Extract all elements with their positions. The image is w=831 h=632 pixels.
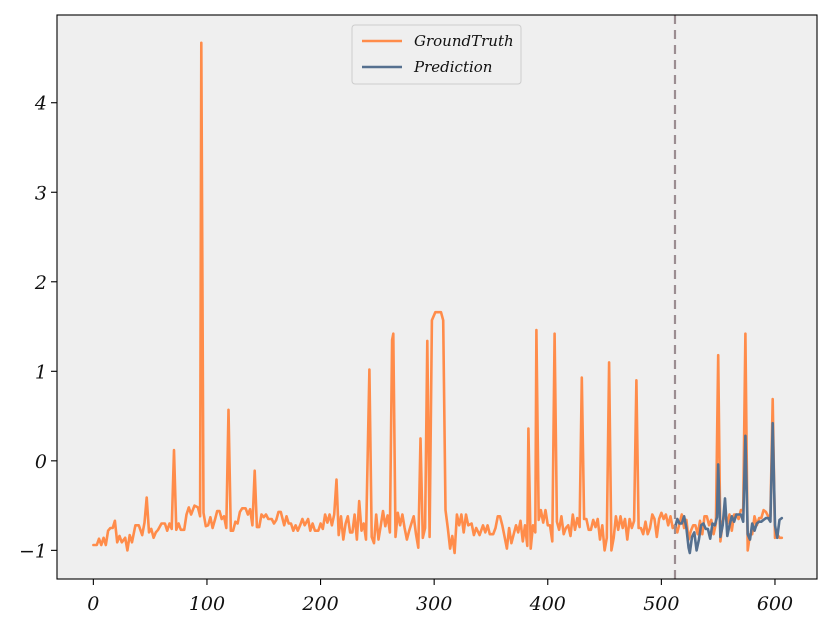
y-tick-label: 4 bbox=[34, 93, 47, 115]
y-tick-label: 0 bbox=[35, 451, 47, 473]
y-axis: −1 0 1 2 3 4 bbox=[19, 93, 57, 562]
x-tick-label: 300 bbox=[416, 593, 452, 615]
plot-area bbox=[57, 15, 817, 579]
plot-frame bbox=[56, 14, 818, 580]
x-tick-label: 500 bbox=[643, 593, 679, 615]
y-tick-label: 1 bbox=[35, 361, 47, 383]
series-layer bbox=[92, 41, 784, 555]
y-tick-label: −1 bbox=[19, 540, 47, 562]
x-tick-label: 400 bbox=[529, 593, 566, 615]
y-tick-label: 3 bbox=[35, 182, 47, 204]
legend-label-prediction: Prediction bbox=[413, 58, 492, 76]
y-tick-label: 2 bbox=[34, 272, 47, 294]
series-line-prediction bbox=[673, 421, 784, 555]
legend-label-groundtruth: GroundTruth bbox=[414, 32, 514, 50]
x-tick-label: 200 bbox=[301, 593, 338, 615]
x-axis: 0 100 200 300 400 500 600 bbox=[87, 579, 793, 615]
series-line-groundtruth bbox=[92, 41, 784, 555]
x-tick-label: 100 bbox=[189, 593, 225, 615]
x-tick-label: 600 bbox=[757, 593, 793, 615]
x-tick-label: 0 bbox=[87, 593, 99, 615]
legend: GroundTruth Prediction bbox=[351, 24, 522, 85]
